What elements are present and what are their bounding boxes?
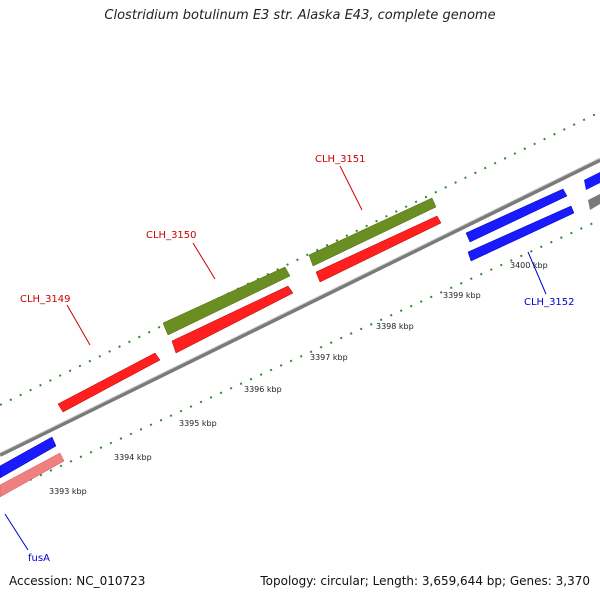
upper-scale-dots: [0, 111, 600, 406]
gene-bar-clh3152-lower: [467, 205, 575, 262]
gene-label-clh3152: CLH_3152: [524, 297, 575, 308]
gene-bar-edge-blue: [584, 172, 600, 190]
tick-label-3399: 3399 kbp: [443, 291, 481, 300]
gene-label-clh3149: CLH_3149: [20, 294, 71, 305]
leader-clh3151: [339, 165, 363, 211]
tick-label-3397: 3397 kbp: [310, 353, 348, 362]
genome-backbone-highlight: [0, 157, 600, 454]
tick-label-3398: 3398 kbp: [376, 322, 414, 331]
genome-backbone: [0, 158, 600, 457]
tick-label-3396: 3396 kbp: [244, 385, 282, 394]
map-title: Clostridium botulinum E3 str. Alaska E43…: [104, 8, 496, 23]
tick-label-3394: 3394 kbp: [114, 453, 152, 462]
tick-label-3393: 3393 kbp: [49, 487, 87, 496]
gene-bar-clh3152-upper: [465, 188, 568, 243]
gene-bar-fusa-blue: [0, 436, 57, 479]
gene-bar-edge-gray: [588, 194, 600, 210]
gene-bar-clh3150-olive: [162, 266, 291, 336]
kbp-tick-labels: 3393 kbp 3394 kbp 3395 kbp 3396 kbp 3397…: [49, 261, 548, 496]
tick-label-3400: 3400 kbp: [510, 261, 548, 270]
gene-bar-clh3149: [57, 352, 161, 413]
accession-text: Accession: NC_010723: [9, 574, 146, 588]
gene-bar-clh3150-red: [171, 285, 294, 354]
leader-clh3150: [192, 242, 216, 280]
tick-label-3395: 3395 kbp: [179, 419, 217, 428]
gene-label-clh3151: CLH_3151: [315, 154, 366, 165]
gene-features: [0, 172, 600, 498]
gene-bar-clh3151-olive: [308, 197, 437, 267]
gene-bar-fusa-pink: [0, 452, 65, 498]
gene-label-fusa: fusA: [28, 553, 50, 564]
gene-labels: CLH_3149 CLH_3150 CLH_3151 CLH_3152 fusA: [20, 154, 575, 564]
leader-clh3149: [66, 304, 91, 346]
label-leaders: [4, 165, 547, 551]
genome-summary-text: Topology: circular; Length: 3,659,644 bp…: [260, 574, 590, 588]
gene-label-clh3150: CLH_3150: [146, 230, 197, 241]
gene-bar-clh3151-red: [315, 215, 442, 283]
leader-fusa: [4, 513, 29, 551]
leader-clh3152: [527, 251, 547, 295]
